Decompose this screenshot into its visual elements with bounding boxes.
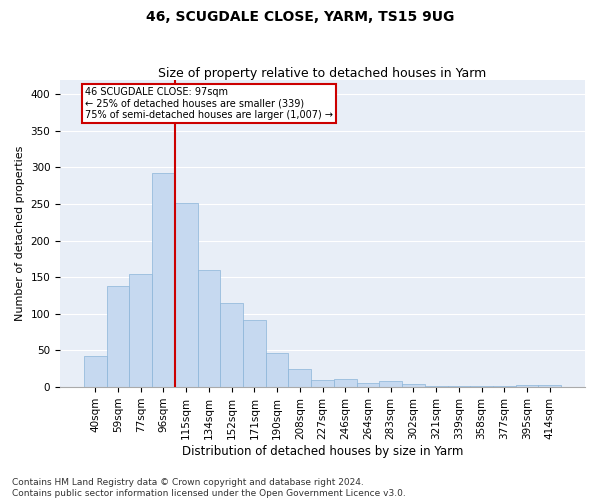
Bar [493, 386, 515, 387]
Bar [334, 379, 356, 387]
Bar [152, 172, 175, 387]
Bar [538, 385, 561, 387]
Bar [243, 320, 266, 387]
Title: Size of property relative to detached houses in Yarm: Size of property relative to detached ho… [158, 66, 487, 80]
Bar [515, 385, 538, 387]
Bar [84, 356, 107, 387]
X-axis label: Distribution of detached houses by size in Yarm: Distribution of detached houses by size … [182, 444, 463, 458]
Bar [107, 286, 130, 387]
Text: 46 SCUGDALE CLOSE: 97sqm
← 25% of detached houses are smaller (339)
75% of semi-: 46 SCUGDALE CLOSE: 97sqm ← 25% of detach… [85, 87, 333, 120]
Bar [311, 380, 334, 387]
Bar [175, 204, 197, 387]
Bar [197, 270, 220, 387]
Bar [448, 386, 470, 387]
Text: Contains HM Land Registry data © Crown copyright and database right 2024.
Contai: Contains HM Land Registry data © Crown c… [12, 478, 406, 498]
Bar [425, 386, 448, 387]
Bar [130, 274, 152, 387]
Bar [220, 303, 243, 387]
Y-axis label: Number of detached properties: Number of detached properties [15, 146, 25, 321]
Bar [470, 386, 493, 387]
Bar [379, 380, 402, 387]
Bar [356, 384, 379, 387]
Bar [289, 369, 311, 387]
Text: 46, SCUGDALE CLOSE, YARM, TS15 9UG: 46, SCUGDALE CLOSE, YARM, TS15 9UG [146, 10, 454, 24]
Bar [402, 384, 425, 387]
Bar [266, 354, 289, 387]
